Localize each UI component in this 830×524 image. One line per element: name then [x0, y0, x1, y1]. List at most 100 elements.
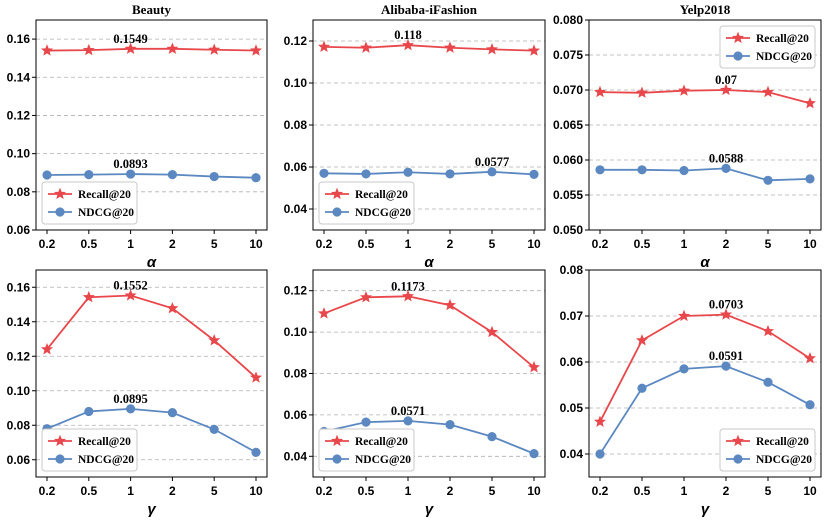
series-ndcg	[319, 167, 539, 179]
data-label: 0.0703	[709, 298, 743, 312]
data-point	[803, 352, 817, 364]
x-tick-label: 0.5	[634, 484, 651, 498]
y-tick-label: 0.070	[553, 83, 583, 97]
data-point	[445, 169, 455, 179]
data-label: 0.118	[394, 28, 421, 42]
legend-box	[719, 428, 816, 472]
series-recall	[40, 289, 263, 383]
data-point	[209, 171, 219, 182]
plot-frame	[35, 19, 268, 231]
data-point	[403, 416, 413, 426]
data-label: 0.0893	[113, 157, 147, 171]
data-point	[208, 43, 221, 55]
x-tick-label: 2	[447, 237, 454, 251]
data-point	[593, 85, 607, 98]
series-ndcg	[595, 163, 815, 185]
x-tick-label: 2	[447, 484, 454, 498]
data-point	[763, 377, 773, 387]
legend-label: Recall@20	[355, 189, 408, 201]
x-axis-label: α	[147, 254, 157, 271]
chart-panel-6: 0.04 0.05 0.06 0.07 0.08 0.2 0.5 1 2 5 10 γ 0.0703 0.…	[560, 263, 822, 518]
x-tick-label: 2	[723, 484, 730, 498]
x-tick-label: 0.5	[80, 484, 97, 498]
y-tick-label: 0.06	[7, 453, 31, 467]
y-tick-label: 0.08	[284, 118, 308, 132]
y-tick-label: 0.12	[7, 108, 31, 122]
legend-circle-marker	[55, 207, 65, 217]
data-point	[719, 308, 733, 320]
data-point	[40, 343, 54, 355]
y-tick-label: 0.04	[560, 447, 584, 461]
data-point	[208, 334, 221, 346]
legend-label: Recall@20	[355, 436, 408, 448]
data-point	[251, 173, 261, 183]
series-recall	[40, 42, 263, 56]
data-label: 0.0588	[709, 151, 743, 165]
x-tick-label: 5	[489, 237, 496, 251]
legend: Recall@20 NDCG@20	[318, 181, 415, 225]
y-tick-label: 0.07	[560, 309, 584, 323]
data-label: 0.0571	[391, 404, 425, 418]
data-point	[209, 424, 219, 434]
series-recall	[317, 289, 541, 373]
data-point	[527, 44, 541, 56]
data-point	[124, 289, 137, 301]
x-tick-label: 0.5	[358, 484, 375, 498]
data-point	[361, 417, 371, 427]
data-point	[319, 168, 329, 178]
x-tick-label: 10	[527, 484, 541, 498]
x-tick-label: 0.5	[358, 237, 375, 251]
x-tick-label: 2	[723, 237, 730, 251]
data-point	[359, 291, 373, 303]
data-point	[677, 84, 691, 96]
chart-panel-1: 0.06 0.08 0.10 0.12 0.14 0.16 0.2 0.5 1 2 5 10 Beaut…	[7, 2, 268, 271]
y-tick-label: 0.065	[553, 118, 583, 132]
data-point	[803, 96, 817, 109]
x-tick-label: 2	[169, 237, 176, 251]
data-point	[593, 415, 607, 427]
series-recall	[317, 38, 541, 56]
plot-frame	[35, 269, 268, 478]
data-point	[443, 298, 457, 311]
series-ndcg	[42, 404, 261, 457]
legend-circle-marker	[55, 454, 65, 464]
x-tick-label: 10	[803, 237, 817, 251]
y-tick-label: 0.04	[284, 449, 308, 463]
data-point	[635, 334, 649, 346]
legend-circle-marker	[332, 207, 342, 217]
y-tick-label: 0.12	[7, 349, 31, 363]
x-axis-label: γ	[147, 501, 157, 518]
x-tick-label: 1	[681, 484, 688, 498]
legend: Recall@20 NDCG@20	[318, 428, 415, 472]
data-label: 0.07	[715, 73, 737, 87]
data-point	[126, 404, 136, 414]
x-tick-label: 0.2	[316, 237, 333, 251]
y-tick-label: 0.16	[7, 280, 31, 294]
legend: Recall@20 NDCG@20	[41, 428, 138, 472]
x-axis-label: γ	[701, 501, 711, 518]
data-point	[635, 86, 649, 98]
data-point	[167, 408, 177, 418]
data-label: 0.1552	[113, 279, 147, 293]
data-point	[721, 361, 731, 371]
legend-label: NDCG@20	[355, 454, 411, 466]
y-tick-label: 0.08	[284, 367, 308, 381]
series-recall	[593, 83, 817, 109]
data-label: 0.0577	[475, 155, 509, 169]
legend-circle-marker	[733, 454, 743, 464]
legend-label: NDCG@20	[78, 454, 134, 466]
data-point	[485, 43, 499, 55]
y-tick-label: 0.050	[553, 223, 583, 237]
legend-box	[719, 25, 816, 69]
plot-frame	[312, 269, 546, 478]
legend-box	[41, 181, 138, 225]
y-tick-label: 0.04	[284, 202, 308, 216]
x-tick-label: 5	[211, 484, 218, 498]
data-point	[485, 325, 499, 338]
x-tick-label: 0.2	[592, 484, 609, 498]
y-tick-label: 0.12	[284, 34, 308, 48]
x-tick-label: 5	[765, 237, 772, 251]
series-line	[46, 173, 257, 179]
legend-circle-marker	[733, 51, 743, 61]
data-point	[487, 432, 497, 442]
